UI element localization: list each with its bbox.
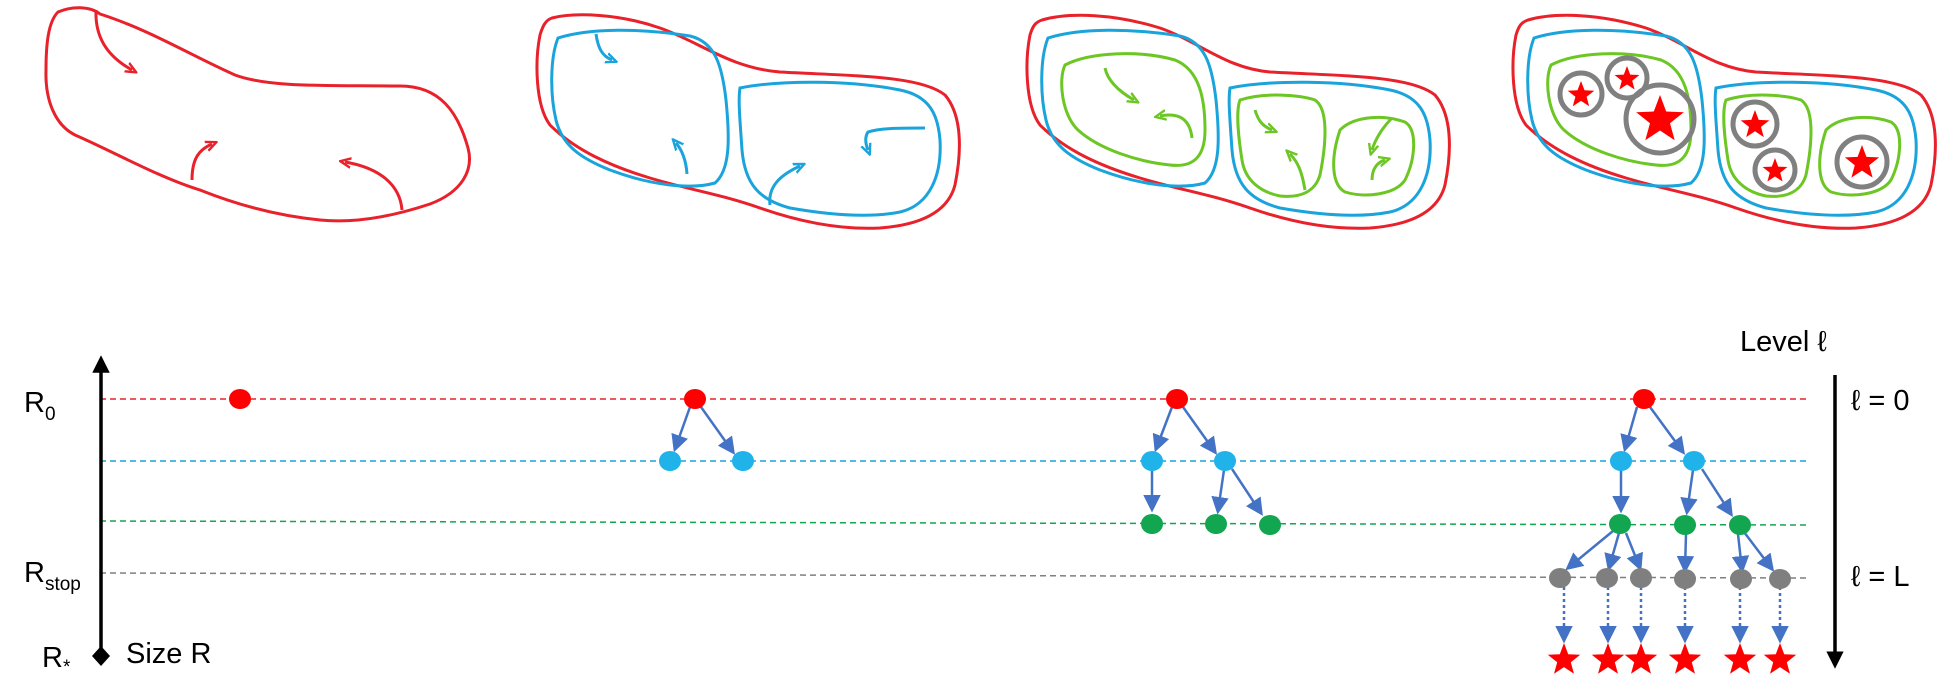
level3-node	[1674, 569, 1696, 589]
dotted-descent-edges	[1555, 587, 1789, 644]
panel-2-region-sketch	[535, 13, 961, 230]
level1-outline	[1713, 80, 1918, 217]
arrow-icon	[1290, 154, 1307, 191]
optimum-stars	[1547, 643, 1797, 674]
level1-node	[1610, 451, 1632, 471]
level2-node	[1205, 514, 1227, 534]
level2-node	[1141, 514, 1163, 534]
level1-node	[659, 451, 681, 471]
star-icon	[1762, 158, 1788, 182]
level2-outline	[1236, 93, 1327, 198]
arrow-icon	[94, 9, 132, 70]
star-icon	[1844, 145, 1880, 178]
level0-outline	[535, 13, 961, 230]
arrow-icon	[1160, 115, 1194, 139]
arrow-icon	[1370, 160, 1385, 181]
arrow-icon	[1103, 67, 1134, 100]
level0-outline	[44, 6, 471, 223]
level0-node	[229, 389, 251, 409]
level2-node	[1609, 514, 1631, 534]
star-icon	[1591, 643, 1625, 674]
level3-circle	[1604, 55, 1650, 101]
tree-nodes	[229, 389, 1791, 589]
level3-circle	[1557, 70, 1605, 118]
level3-line	[99, 572, 1811, 579]
level2-line	[99, 520, 1811, 526]
level1-outline	[737, 80, 942, 217]
arrow-icon	[676, 143, 689, 175]
star-icon	[1567, 81, 1595, 107]
level2-node	[1674, 515, 1696, 535]
star-icon	[1763, 643, 1797, 674]
level3-circle	[1730, 99, 1780, 149]
arrow-icon	[1372, 116, 1394, 150]
star-icon	[1624, 643, 1658, 674]
r0-label: R0	[24, 387, 56, 425]
arrow-icon	[190, 144, 212, 181]
level2-outline	[1722, 93, 1813, 198]
diamond-icon	[92, 646, 110, 666]
level0-outline	[1511, 13, 1937, 230]
level-top-label: ℓ = 0	[1851, 385, 1910, 417]
level3-node	[1630, 568, 1652, 588]
arrow-icon	[594, 33, 612, 60]
star-icon	[1614, 66, 1640, 90]
level-axis-label: Level ℓ	[1740, 326, 1827, 358]
level0-node	[684, 389, 706, 409]
level1-node	[1214, 451, 1236, 471]
level1-outline	[550, 28, 730, 188]
level2-outline	[1546, 52, 1693, 167]
level2-node	[1729, 515, 1751, 535]
rstar-label: R*	[42, 642, 71, 678]
level2-outline	[1818, 116, 1902, 197]
star-icon	[1668, 643, 1702, 674]
star-icon	[1740, 110, 1770, 138]
arrow-icon	[866, 126, 926, 150]
level1-node	[732, 451, 754, 471]
level0-node	[1166, 389, 1188, 409]
panel-3-region-sketch	[1025, 13, 1451, 230]
level3-node	[1549, 568, 1571, 588]
level2-node	[1259, 515, 1281, 535]
panel-1-region-sketch	[44, 6, 471, 223]
arrow-icon	[1253, 109, 1272, 130]
star-icon	[1723, 643, 1757, 674]
level3-node	[1596, 568, 1618, 588]
tree-edges	[671, 406, 1775, 574]
level1-outline	[1526, 28, 1706, 188]
rstop-label: Rstop	[24, 557, 81, 595]
level-lines	[99, 398, 1811, 579]
arrow-icon	[768, 166, 800, 206]
level3-circle	[1752, 147, 1798, 193]
level3-node	[1730, 569, 1752, 589]
level2-outline	[1332, 116, 1416, 197]
level0-outline	[1025, 13, 1451, 230]
level3-circle	[1834, 134, 1890, 190]
level0-node	[1633, 389, 1655, 409]
level-bottom-label: ℓ = L	[1851, 561, 1910, 593]
size-axis	[92, 355, 110, 666]
level1-node	[1141, 451, 1163, 471]
star-icon	[1547, 643, 1581, 674]
level1-node	[1683, 451, 1705, 471]
star-icon	[1636, 95, 1684, 141]
level1-outline	[1227, 80, 1432, 217]
level3-circle	[1623, 82, 1697, 156]
size-axis-label: Size R	[126, 638, 211, 670]
panel-4-region-sketch	[1511, 13, 1937, 230]
level3-node	[1769, 569, 1791, 589]
level2-outline	[1060, 52, 1207, 167]
arrow-icon	[345, 162, 404, 211]
level1-outline	[1040, 28, 1220, 188]
